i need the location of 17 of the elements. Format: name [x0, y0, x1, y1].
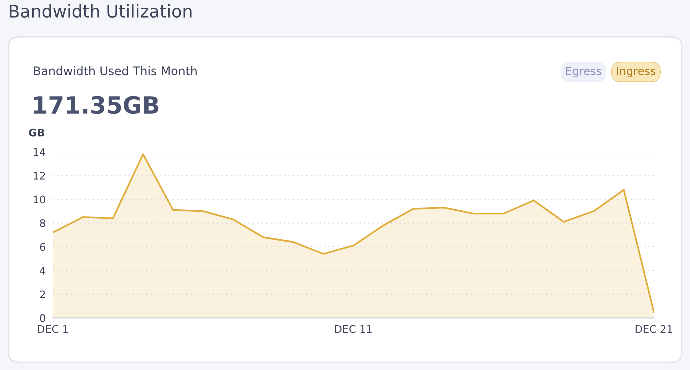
text: 171.35GB: [34, 96, 159, 114]
text: Egress: [566, 67, 602, 78]
y-tick-label: 8: [40, 219, 46, 228]
chart-subtitle: Bandwidth Used This Month: [34, 66, 197, 76]
chart-title: Bandwidth Utilization: [10, 4, 192, 18]
y-tick-label: 6: [40, 243, 46, 252]
x-tick-label: DEC 1: [38, 325, 68, 334]
y-tick-label: 12: [34, 172, 46, 180]
x-tick-label: DEC 11: [335, 325, 372, 334]
y-tick-label: 14: [34, 148, 46, 156]
text: Ingress: [617, 67, 656, 78]
y-tick-label: 2: [40, 290, 46, 298]
y-axis-title: GB: [29, 128, 44, 137]
y-tick-label: 4: [40, 267, 46, 275]
x-tick-label: DEC 21: [636, 325, 672, 334]
y-tick-label: 10: [34, 196, 46, 204]
y-tick-label: 0: [40, 314, 46, 322]
